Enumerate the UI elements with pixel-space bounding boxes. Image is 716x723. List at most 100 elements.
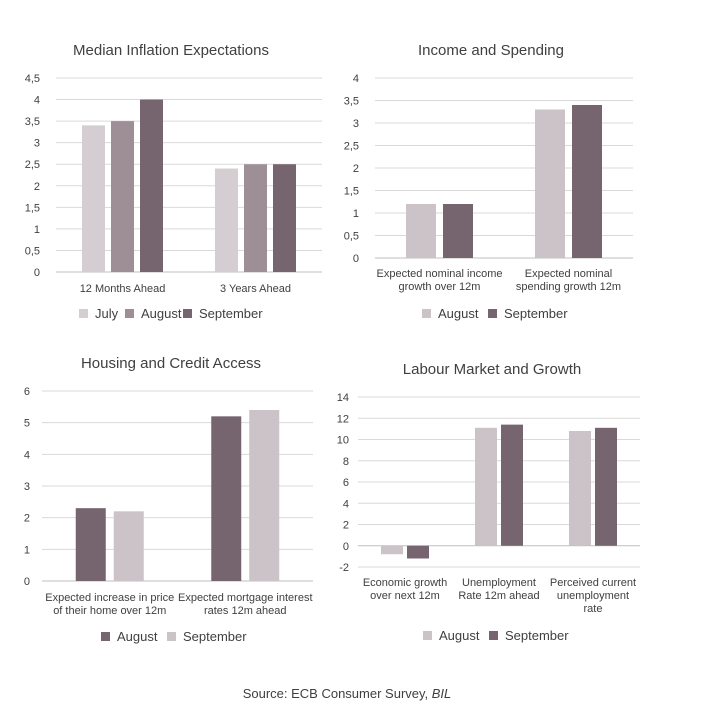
bar-august	[111, 121, 134, 272]
category-label-line: Perceived current	[550, 577, 636, 589]
chart-housing: Housing and Credit Access 0 1 2 3 4 5 6 Expected…	[24, 355, 313, 644]
source-note: Source: ECB Consumer Survey, BIL	[243, 686, 452, 701]
y-tick-label: 1,5	[25, 202, 40, 214]
source-italic: BIL	[432, 686, 452, 701]
y-tick-label: 0,5	[25, 245, 40, 257]
y-tick-label: 0	[24, 576, 30, 588]
category-label: 12 Months Ahead	[80, 283, 166, 295]
bar-september	[113, 511, 144, 581]
category-label-line: 12 Months Ahead	[80, 283, 166, 295]
y-tick-label: 2	[353, 163, 359, 175]
bar-august	[475, 427, 497, 546]
category-label-line: Economic growth	[363, 577, 447, 589]
legend-label-august: August	[117, 629, 158, 644]
category-label: Expected mortgage interest rates 12m ahea…	[178, 592, 313, 617]
bar-august	[569, 431, 591, 546]
y-tick-label: 2,5	[25, 159, 40, 171]
bar-august	[535, 109, 565, 258]
category-label-line: Unemployment	[462, 577, 536, 589]
category-label: Expected nominal income growth over 12m	[377, 268, 503, 293]
legend-label-september: September	[183, 629, 247, 644]
y-tick-label: 3	[34, 138, 40, 150]
y-tick-label: 3,5	[25, 116, 40, 128]
category-label-line: of their home over 12m	[53, 605, 166, 617]
y-tick-label: 0,5	[344, 231, 359, 243]
category-label-line: rate	[584, 603, 603, 615]
y-tick-label: 6	[343, 477, 349, 489]
chart-labour: Labour Market and Growth -2 0 2 4 6 8 10 12 14 Eco…	[337, 361, 640, 643]
legend-swatch-august	[423, 631, 432, 640]
y-tick-label: 1	[24, 544, 30, 556]
y-tick-label: 12	[337, 413, 349, 425]
chart-title: Labour Market and Growth	[403, 361, 581, 378]
y-tick-label: 6	[24, 386, 30, 398]
y-tick-label: 2,5	[344, 141, 359, 153]
category-label-line: Rate 12m ahead	[458, 590, 539, 602]
source-prefix: Source: ECB Consumer Survey,	[243, 686, 432, 701]
y-tick-label: -2	[339, 562, 349, 574]
bar-september	[140, 99, 163, 272]
category-label: Unemployment Rate 12m ahead	[458, 577, 539, 602]
y-tick-label: 2	[34, 181, 40, 193]
legend-label-september: September	[505, 628, 569, 643]
chart-title: Income and Spending	[418, 42, 564, 59]
category-label-line: unemployment	[557, 590, 629, 602]
category-label-line: 3 Years Ahead	[220, 283, 291, 295]
category-label: Expected increase in price of their home …	[45, 592, 174, 617]
y-tick-label: 4	[24, 449, 30, 461]
legend-label-august: August	[141, 306, 182, 321]
legend-label-september: September	[199, 306, 263, 321]
bar-september	[501, 424, 523, 546]
category-label: 3 Years Ahead	[220, 283, 291, 295]
y-tick-label: 8	[343, 456, 349, 468]
y-tick-label: 0	[353, 253, 359, 265]
legend-swatch-july	[79, 309, 88, 318]
category-label-line: Expected mortgage interest	[178, 592, 313, 604]
bar-september	[273, 164, 296, 272]
category-label-line: Expected nominal income	[377, 268, 503, 280]
y-tick-label: 1	[353, 208, 359, 220]
chart-income: Income and Spending 0 0,5 1 1,5 2 2,5 3 3,5 4 Expe…	[344, 42, 633, 321]
category-label-line: rates 12m ahead	[204, 605, 287, 617]
chart-title: Median Inflation Expectations	[73, 42, 269, 59]
category-label-line: spending growth 12m	[516, 281, 621, 293]
bar-july	[215, 168, 238, 272]
legend-swatch-september	[489, 631, 498, 640]
legend-swatch-september	[167, 632, 176, 641]
y-tick-label: 4	[353, 73, 359, 85]
category-label-line: over next 12m	[370, 590, 440, 602]
y-tick-label: 0	[34, 267, 40, 279]
y-tick-label: 1,5	[344, 186, 359, 198]
bar-august	[75, 508, 106, 581]
category-label: Perceived current unemployment rate	[550, 577, 636, 615]
y-tick-label: 0	[343, 541, 349, 553]
category-label-line: growth over 12m	[399, 281, 481, 293]
bar-august	[211, 416, 242, 581]
legend-label-july: July	[95, 306, 119, 321]
legend-swatch-september	[183, 309, 192, 318]
legend-label-august: August	[438, 306, 479, 321]
bar-august	[381, 545, 403, 555]
category-label: Expected nominal spending growth 12m	[516, 268, 621, 293]
y-tick-label: 5	[24, 418, 30, 430]
bar-september	[249, 410, 280, 581]
category-label: Economic growth over next 12m	[363, 577, 447, 602]
y-tick-label: 2	[343, 520, 349, 532]
y-tick-label: 2	[24, 513, 30, 525]
bar-september	[595, 427, 617, 546]
y-tick-label: 4,5	[25, 73, 40, 85]
category-label-line: Expected increase in price	[45, 592, 174, 604]
legend-label-september: September	[504, 306, 568, 321]
legend-swatch-september	[488, 309, 497, 318]
y-tick-label: 3,5	[344, 96, 359, 108]
chart-title: Housing and Credit Access	[81, 355, 261, 372]
y-tick-label: 4	[34, 95, 40, 107]
y-tick-label: 1	[34, 224, 40, 236]
legend-swatch-august	[125, 309, 134, 318]
y-tick-label: 10	[337, 435, 349, 447]
chart-inflation: Median Inflation Expectations 0 0,5 1 1,5 2 2,…	[25, 42, 322, 321]
legend-swatch-august	[422, 309, 431, 318]
bar-august	[406, 204, 436, 258]
